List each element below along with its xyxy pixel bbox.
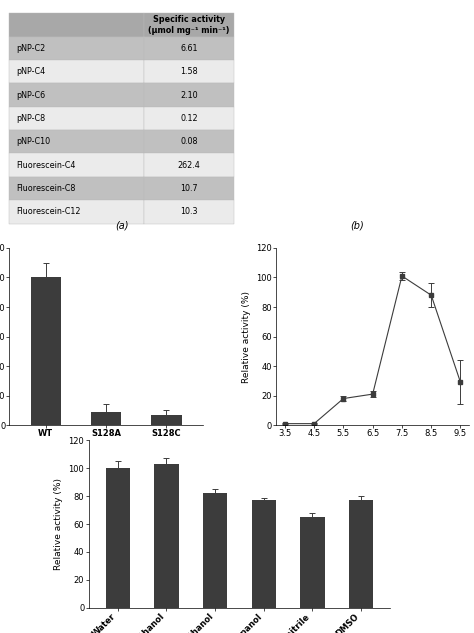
- Bar: [349, 500, 373, 608]
- Text: (a): (a): [115, 220, 128, 230]
- Bar: [154, 464, 179, 608]
- Bar: [31, 277, 61, 425]
- Y-axis label: Relative activity (%): Relative activity (%): [242, 291, 251, 382]
- Bar: [300, 517, 325, 608]
- Bar: [91, 412, 121, 425]
- Bar: [151, 415, 182, 425]
- Bar: [106, 468, 130, 608]
- Bar: [203, 493, 227, 608]
- Text: (d): (d): [366, 475, 380, 485]
- X-axis label: pH: pH: [366, 440, 379, 449]
- Y-axis label: Relative activity (%): Relative activity (%): [54, 478, 63, 570]
- Bar: [252, 500, 276, 608]
- Text: (c): (c): [100, 464, 112, 474]
- Text: (b): (b): [350, 220, 364, 230]
